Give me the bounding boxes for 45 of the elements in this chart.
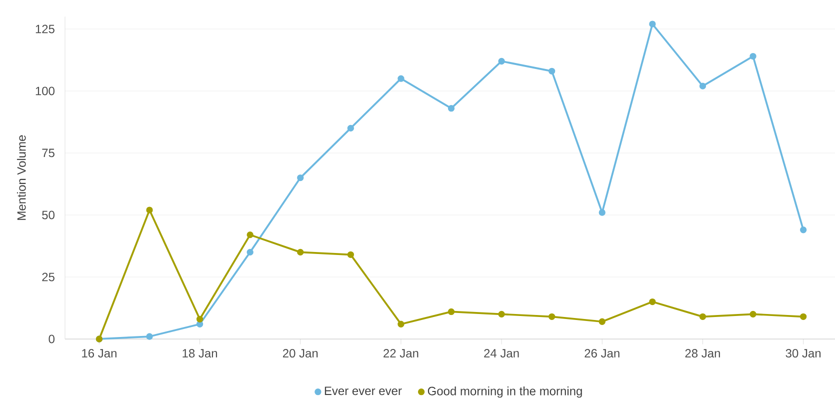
y-axis-title: Mention Volume (16, 135, 26, 220)
x-tick-label: 22 Jan (384, 349, 418, 358)
point (548, 68, 556, 74)
x-tick-label: 20 Jan (282, 349, 318, 358)
point (649, 20, 656, 28)
point (598, 318, 606, 325)
x-tick-label: 16 Jan (82, 349, 116, 358)
point (398, 75, 404, 82)
point (800, 313, 807, 320)
legend-label: Good morning in the morning (428, 386, 582, 398)
point (448, 308, 455, 316)
point (297, 248, 304, 256)
point (246, 248, 254, 256)
x-tick-label: 28 Jan (685, 349, 720, 358)
point (548, 313, 556, 320)
x-tick-label: 24 Jan (484, 349, 519, 358)
point (649, 298, 656, 306)
point (800, 226, 807, 234)
point (246, 231, 254, 238)
point (146, 206, 153, 214)
y-tick-label: 0 (48, 334, 55, 344)
x-tick-label: 26 Jan (584, 349, 620, 358)
point (750, 310, 756, 318)
point (598, 209, 606, 216)
y-tick-label: 125 (36, 24, 54, 34)
point (498, 310, 505, 318)
point (347, 124, 354, 132)
x-tick-label: 30 Jan (786, 349, 821, 358)
point (448, 105, 455, 112)
point (196, 320, 204, 328)
point (498, 58, 505, 65)
y-tick-label: 100 (36, 86, 54, 96)
point (398, 320, 404, 328)
point (146, 333, 153, 340)
point (750, 52, 756, 60)
y-tick-label: 50 (42, 210, 54, 220)
point (196, 316, 204, 322)
y-tick-label: 25 (42, 272, 54, 282)
point (347, 251, 354, 258)
legend-label: Ever ever ever (324, 386, 402, 396)
point (297, 174, 304, 182)
point (699, 82, 706, 90)
x-tick-label: 18 Jan (182, 349, 218, 358)
point (699, 313, 706, 320)
y-tick-label: 75 (42, 148, 54, 158)
